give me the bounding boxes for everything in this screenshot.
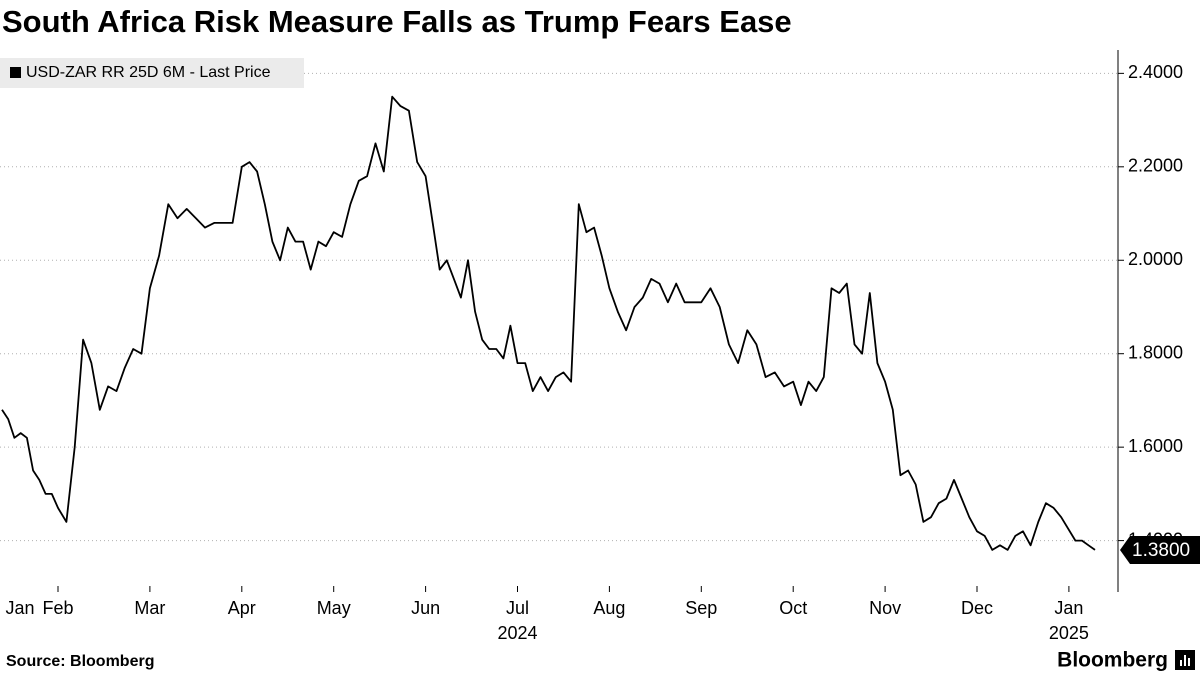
x-tick-label: Nov: [869, 598, 901, 618]
x-tick-label: Sep: [685, 598, 717, 618]
x-tick-label: Oct: [779, 598, 807, 618]
y-tick-label: 2.0000: [1128, 249, 1183, 269]
source: Source: Bloomberg: [6, 653, 154, 670]
x-tick-label: Jun: [411, 598, 440, 618]
last-price-label: 1.3800: [1132, 540, 1190, 561]
legend-swatch: [10, 67, 21, 78]
legend: USD-ZAR RR 25D 6M - Last Price: [0, 58, 304, 88]
x-tick-label: Jul: [506, 598, 529, 618]
x-tick-label: May: [317, 598, 351, 618]
x-tick-label: Feb: [42, 598, 73, 618]
x-tick-label: Jan: [1054, 598, 1083, 618]
x-tick-label: Mar: [134, 598, 165, 618]
year-label: 2024: [497, 623, 537, 643]
y-tick-label: 1.8000: [1128, 342, 1183, 362]
y-tick-label: 2.2000: [1128, 156, 1183, 176]
legend-label: USD-ZAR RR 25D 6M - Last Price: [26, 64, 271, 81]
legend-bg: [0, 58, 304, 88]
y-tick-label: 2.4000: [1128, 62, 1183, 82]
y-tick-label: 1.6000: [1128, 436, 1183, 456]
x-tick-label: Apr: [228, 598, 256, 618]
line: [1, 95, 1096, 551]
brand: Bloomberg: [1057, 649, 1168, 672]
x-tick-label: Dec: [961, 598, 993, 618]
x-tick-label: Aug: [593, 598, 625, 618]
chart-title: South Africa Risk Measure Falls as Trump…: [2, 4, 792, 39]
last-price-tag: [1120, 535, 1200, 564]
year-label: 2025: [1049, 623, 1089, 643]
brand-icon: [1175, 650, 1195, 670]
x-tick-label: Jan: [5, 598, 34, 618]
